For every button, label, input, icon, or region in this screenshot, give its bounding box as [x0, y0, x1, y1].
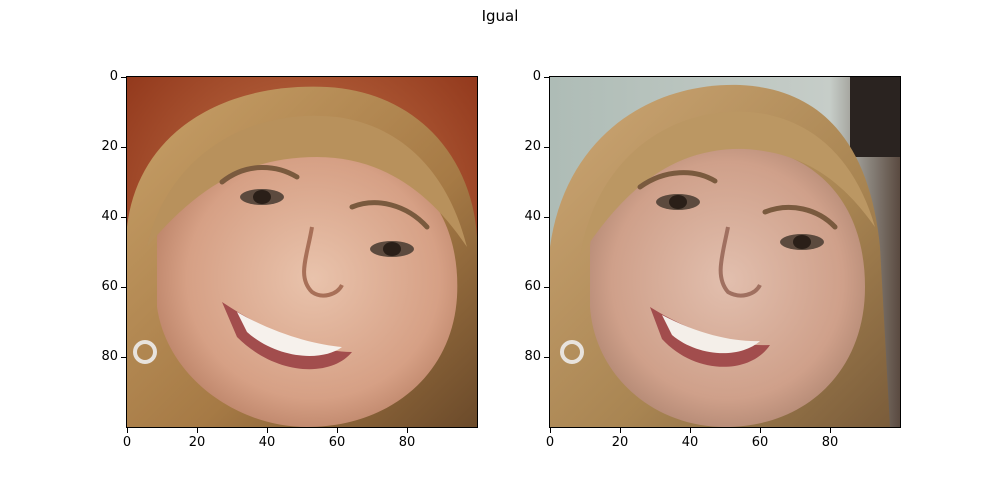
right-image-panel: 0 20 40 60 80 0 20 40 60 80 — [524, 70, 901, 450]
left-xtick-0 — [127, 428, 128, 433]
left-ytick-0 — [121, 77, 126, 78]
left-ytick-label-60: 60 — [101, 279, 118, 294]
left-ytick-40 — [121, 217, 126, 218]
right-xtick-40 — [690, 428, 691, 433]
right-xtick-80 — [830, 428, 831, 433]
left-xtick-40 — [267, 428, 268, 433]
left-image-panel: 0 20 40 60 80 0 20 40 60 80 — [101, 70, 478, 450]
right-face-image — [549, 76, 901, 428]
right-ytick-label-0: 0 — [532, 69, 541, 84]
left-ytick-80 — [121, 357, 126, 358]
left-ytick-label-80: 80 — [101, 349, 118, 364]
right-xtick-label-60: 60 — [751, 435, 769, 450]
left-xtick-label-60: 60 — [328, 435, 346, 450]
left-xtick-60 — [337, 428, 338, 433]
figure-title: Igual — [481, 7, 519, 25]
right-ytick-label-80: 80 — [524, 349, 541, 364]
left-xtick-80 — [407, 428, 408, 433]
right-xtick-20 — [620, 428, 621, 433]
right-ytick-40 — [544, 217, 549, 218]
left-ytick-60 — [121, 287, 126, 288]
left-xtick-label-0: 0 — [122, 435, 132, 450]
right-xtick-0 — [550, 428, 551, 433]
left-xtick-label-80: 80 — [398, 435, 416, 450]
right-ytick-label-20: 20 — [524, 139, 541, 154]
right-ytick-label-60: 60 — [524, 279, 541, 294]
left-xtick-label-20: 20 — [188, 435, 206, 450]
right-xtick-label-20: 20 — [611, 435, 629, 450]
right-xtick-label-40: 40 — [681, 435, 699, 450]
right-xtick-60 — [760, 428, 761, 433]
right-ytick-label-40: 40 — [524, 209, 541, 224]
right-xtick-label-0: 0 — [545, 435, 555, 450]
right-ytick-60 — [544, 287, 549, 288]
left-ytick-20 — [121, 147, 126, 148]
left-xtick-20 — [197, 428, 198, 433]
left-ytick-label-0: 0 — [109, 69, 118, 84]
right-ytick-80 — [544, 357, 549, 358]
right-xtick-label-80: 80 — [821, 435, 839, 450]
right-ytick-0 — [544, 77, 549, 78]
left-ytick-label-40: 40 — [101, 209, 118, 224]
left-ytick-label-20: 20 — [101, 139, 118, 154]
left-xtick-label-40: 40 — [258, 435, 276, 450]
left-face-image — [126, 76, 478, 428]
right-ytick-20 — [544, 147, 549, 148]
